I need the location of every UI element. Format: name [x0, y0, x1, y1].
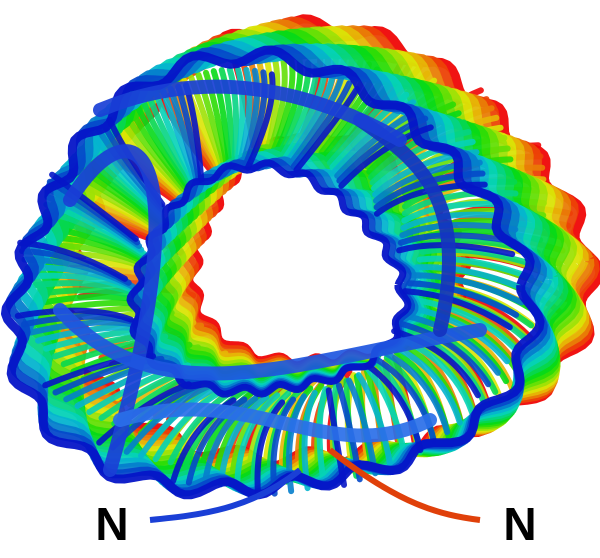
n-terminus-label: N — [95, 498, 128, 550]
protein-ensemble-figure: N N — [0, 0, 600, 558]
n-terminus-label: N — [503, 498, 536, 550]
page: N N (() => { const data = JSON.parse(doc… — [0, 0, 600, 558]
ribbon-ensemble — [6, 19, 600, 520]
